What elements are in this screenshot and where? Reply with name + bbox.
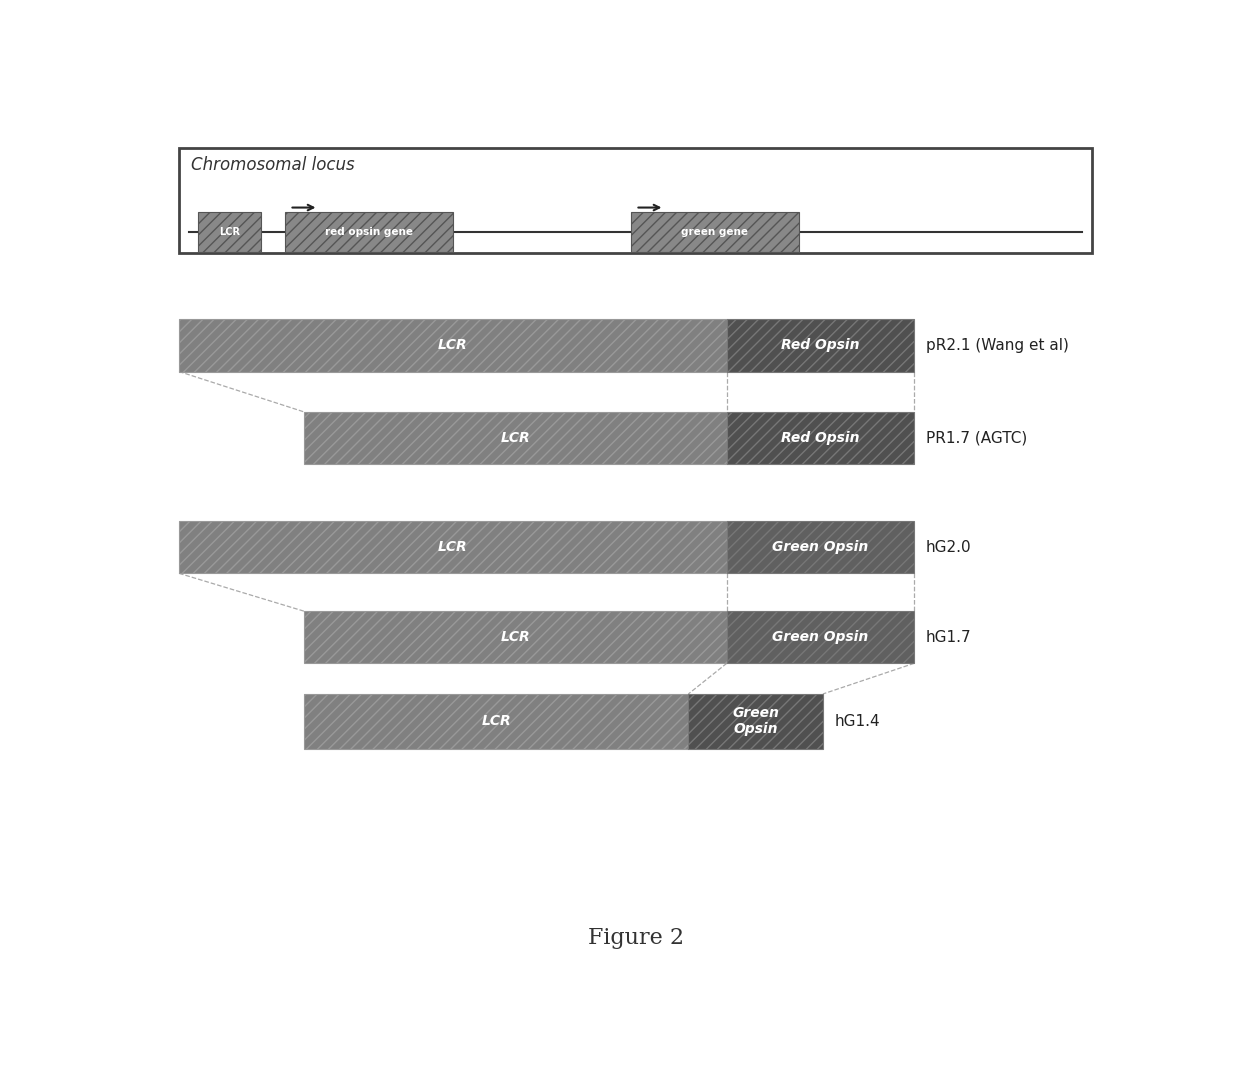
Bar (727, 612, 914, 663)
Text: Red Opsin: Red Opsin (781, 431, 859, 444)
Bar (631, 212, 799, 252)
Text: LCR: LCR (219, 227, 241, 237)
Bar (727, 319, 914, 371)
Text: LCR: LCR (481, 714, 511, 728)
Text: Green Opsin: Green Opsin (773, 630, 868, 644)
Text: hG1.4: hG1.4 (835, 714, 880, 728)
Text: LCR: LCR (438, 541, 467, 555)
Text: LCR: LCR (501, 431, 531, 444)
Bar (304, 695, 688, 749)
Bar (304, 612, 727, 663)
Text: Figure 2: Figure 2 (588, 927, 683, 949)
Text: hG1.7: hG1.7 (926, 630, 971, 644)
Text: green gene: green gene (681, 227, 748, 237)
Text: red opsin gene: red opsin gene (325, 227, 413, 237)
Text: Chromosomal locus: Chromosomal locus (191, 156, 355, 175)
Text: PR1.7 (AGTC): PR1.7 (AGTC) (926, 430, 1027, 446)
Text: Green Opsin: Green Opsin (773, 541, 868, 555)
Bar (688, 695, 823, 749)
Bar (304, 412, 727, 464)
Text: LCR: LCR (438, 339, 467, 353)
Text: hG2.0: hG2.0 (926, 539, 971, 555)
Text: pR2.1 (Wang et al): pR2.1 (Wang et al) (926, 337, 1069, 353)
Text: LCR: LCR (501, 630, 531, 644)
Bar (179, 319, 727, 371)
Bar (179, 521, 727, 573)
Bar (179, 147, 1092, 253)
Bar (727, 521, 914, 573)
Bar (285, 212, 453, 252)
Text: Red Opsin: Red Opsin (781, 339, 859, 353)
Bar (727, 412, 914, 464)
Bar (198, 212, 260, 252)
Text: Green
Opsin: Green Opsin (732, 707, 779, 736)
